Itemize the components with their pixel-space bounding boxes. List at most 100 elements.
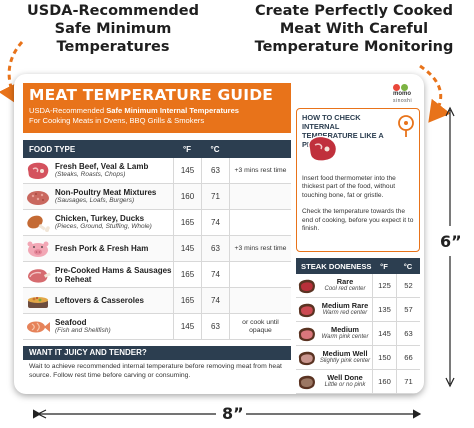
food-temp-c: 74 — [201, 210, 229, 235]
food-rest-note — [229, 288, 291, 313]
steak-temp-f: 145 — [372, 322, 396, 345]
food-name-cell: Seafood (Fish and Shellfish) — [53, 318, 173, 335]
food-name-cell: Leftovers & Casseroles — [53, 296, 173, 305]
food-type-table: FOOD TYPE °F °C Fresh Beef, Veal & Lamb(… — [23, 140, 291, 340]
header-steak-celsius: °C — [403, 261, 413, 271]
guide-title: MEAT TEMPERATURE GUIDE — [29, 86, 274, 104]
header-fahrenheit: °F — [182, 144, 192, 154]
food-name-cell: Fresh Beef, Veal & Lamb (Steaks, Roasts, … — [53, 162, 173, 179]
steak-doneness-name: Rare — [336, 276, 354, 286]
width-label: 8” — [222, 404, 244, 423]
food-temp-c: 63 — [201, 236, 229, 261]
steak-doneness-name: Well Done — [327, 372, 363, 382]
steak-icon — [23, 158, 53, 183]
steak-name-cell: Medium Rare Warm red center — [318, 300, 372, 318]
food-temp-f: 145 — [173, 314, 201, 339]
steak-temp-c: 57 — [396, 298, 420, 321]
food-name: Pre-Cooked Hams & Sausages to Reheat — [55, 265, 172, 284]
food-temp-c: 63 — [201, 314, 229, 339]
food-desc: (Pieces, Ground, Stuffing, Whole) — [55, 223, 152, 230]
callout-monitoring: Create Perfectly Cooked Meat With Carefu… — [254, 3, 454, 55]
food-row: Fresh Beef, Veal & Lamb (Steaks, Roasts, … — [23, 158, 291, 184]
food-name-cell: Chicken, Turkey, Ducks (Pieces, Ground, S… — [53, 214, 173, 231]
steak-temp-f: 125 — [372, 274, 396, 297]
food-temp-f: 160 — [173, 184, 201, 209]
food-rest-note — [229, 184, 291, 209]
guide-header: MEAT TEMPERATURE GUIDE USDA-Recommended … — [23, 83, 291, 133]
food-temp-f: 165 — [173, 262, 201, 287]
steak-table-header: STEAK DONENESS °F °C — [296, 258, 420, 274]
height-label: 6” — [440, 232, 462, 251]
steak-slice-icon — [296, 322, 318, 345]
temperature-guide-card: MEAT TEMPERATURE GUIDE USDA-Recommended … — [14, 74, 424, 394]
ground-meat-icon — [23, 184, 53, 209]
food-name-cell: Non-Poultry Meat Mixtures (Sausages, Loaf… — [53, 188, 173, 205]
food-table-header: FOOD TYPE °F °C — [23, 140, 291, 158]
food-row: Pre-Cooked Hams & Sausages to Reheat 165 7… — [23, 262, 291, 288]
brand-dot-red — [393, 84, 400, 91]
steak-slice-icon — [296, 274, 318, 297]
steak-doneness-name: Medium Well — [322, 348, 368, 358]
howto-body-2: Check the temperature towards the end of… — [302, 208, 414, 233]
food-temp-f: 145 — [173, 236, 201, 261]
food-temp-c: 71 — [201, 184, 229, 209]
steak-name-cell: Well Done Little or no pink — [318, 372, 372, 390]
food-rest-note: +3 mins rest time — [229, 236, 291, 261]
howto-body: Insert food thermometer into the thickes… — [302, 175, 396, 199]
food-desc: (Steaks, Roasts, Chops) — [55, 171, 126, 178]
brand-name-2: sinoshi — [393, 97, 413, 104]
brand-logo: momo sinoshi — [393, 84, 423, 106]
callout-usda: USDA-Recommended Safe Minimum Temperatur… — [26, 3, 200, 55]
steak-doneness-desc: Warm red center — [322, 310, 368, 317]
steak-temp-f: 135 — [372, 298, 396, 321]
steak-temp-c: 71 — [396, 370, 420, 393]
thermometer-icon — [398, 115, 414, 137]
guide-subtitle: USDA-Recommended Safe Minimum Internal T… — [29, 106, 240, 115]
casserole-icon — [23, 288, 53, 313]
howto-box: HOW TO CHECK INTERNAL TEMPERATURE LIKE A… — [296, 108, 420, 252]
food-name-cell: Pre-Cooked Hams & Sausages to Reheat — [53, 266, 173, 284]
header-food-type: FOOD TYPE — [29, 144, 76, 154]
food-name: Fresh Beef, Veal & Lamb — [55, 162, 149, 171]
food-desc: (Sausages, Loafs, Burgers) — [55, 197, 135, 204]
raw-steak-icon — [308, 135, 338, 162]
header-celsius: °C — [210, 144, 220, 154]
food-name: Non-Poultry Meat Mixtures — [55, 188, 157, 197]
steak-row: Medium Well Slightly pink center 150 66 — [296, 346, 420, 370]
steak-doneness-desc: Cool red center — [324, 286, 366, 293]
food-temp-f: 165 — [173, 210, 201, 235]
food-temp-c: 74 — [201, 288, 229, 313]
fish-icon — [23, 314, 53, 339]
brand-dot-green — [401, 84, 408, 91]
brand-name: momo — [393, 91, 411, 97]
steak-row: Rare Cool red center 125 52 — [296, 274, 420, 298]
steak-doneness-desc: Little or no pink — [324, 382, 366, 389]
guide-subtitle-line2: For Cooking Meats in Ovens, BBQ Grills &… — [29, 116, 205, 125]
food-name: Leftovers & Casseroles — [55, 296, 144, 305]
ham-icon — [23, 262, 53, 287]
header-steak-fahrenheit: °F — [380, 261, 388, 271]
steak-name-cell: Rare Cool red center — [318, 276, 372, 294]
steak-name-cell: Medium Well Slightly pink center — [318, 348, 372, 366]
food-row: Seafood (Fish and Shellfish) 145 63 or cook … — [23, 314, 291, 340]
food-name-cell: Fresh Pork & Fresh Ham — [53, 244, 173, 253]
food-name: Seafood — [55, 318, 87, 327]
food-name: Chicken, Turkey, Ducks — [55, 214, 145, 223]
header-steak-doneness: STEAK DONENESS — [301, 261, 372, 271]
juicy-title: WANT IT JUICY AND TENDER? — [23, 346, 291, 360]
food-row: Chicken, Turkey, Ducks (Pieces, Ground, S… — [23, 210, 291, 236]
steak-doneness-table: STEAK DONENESS °F °C Rare Cool red center… — [296, 258, 420, 394]
food-temp-c: 63 — [201, 158, 229, 183]
food-row: Non-Poultry Meat Mixtures (Sausages, Loaf… — [23, 184, 291, 210]
steak-temp-c: 66 — [396, 346, 420, 369]
steak-temp-c: 52 — [396, 274, 420, 297]
juicy-tips-box: WANT IT JUICY AND TENDER? Wait to achiev… — [23, 346, 291, 386]
food-row: Fresh Pork & Fresh Ham 145 63 +3 mins rest … — [23, 236, 291, 262]
juicy-body: Wait to achieve recommended internal tem… — [29, 363, 282, 379]
steak-temp-c: 63 — [396, 322, 420, 345]
food-rest-note — [229, 262, 291, 287]
steak-temp-f: 150 — [372, 346, 396, 369]
food-rest-note — [229, 210, 291, 235]
food-temp-c: 74 — [201, 262, 229, 287]
steak-doneness-name: Medium Rare — [321, 300, 369, 310]
